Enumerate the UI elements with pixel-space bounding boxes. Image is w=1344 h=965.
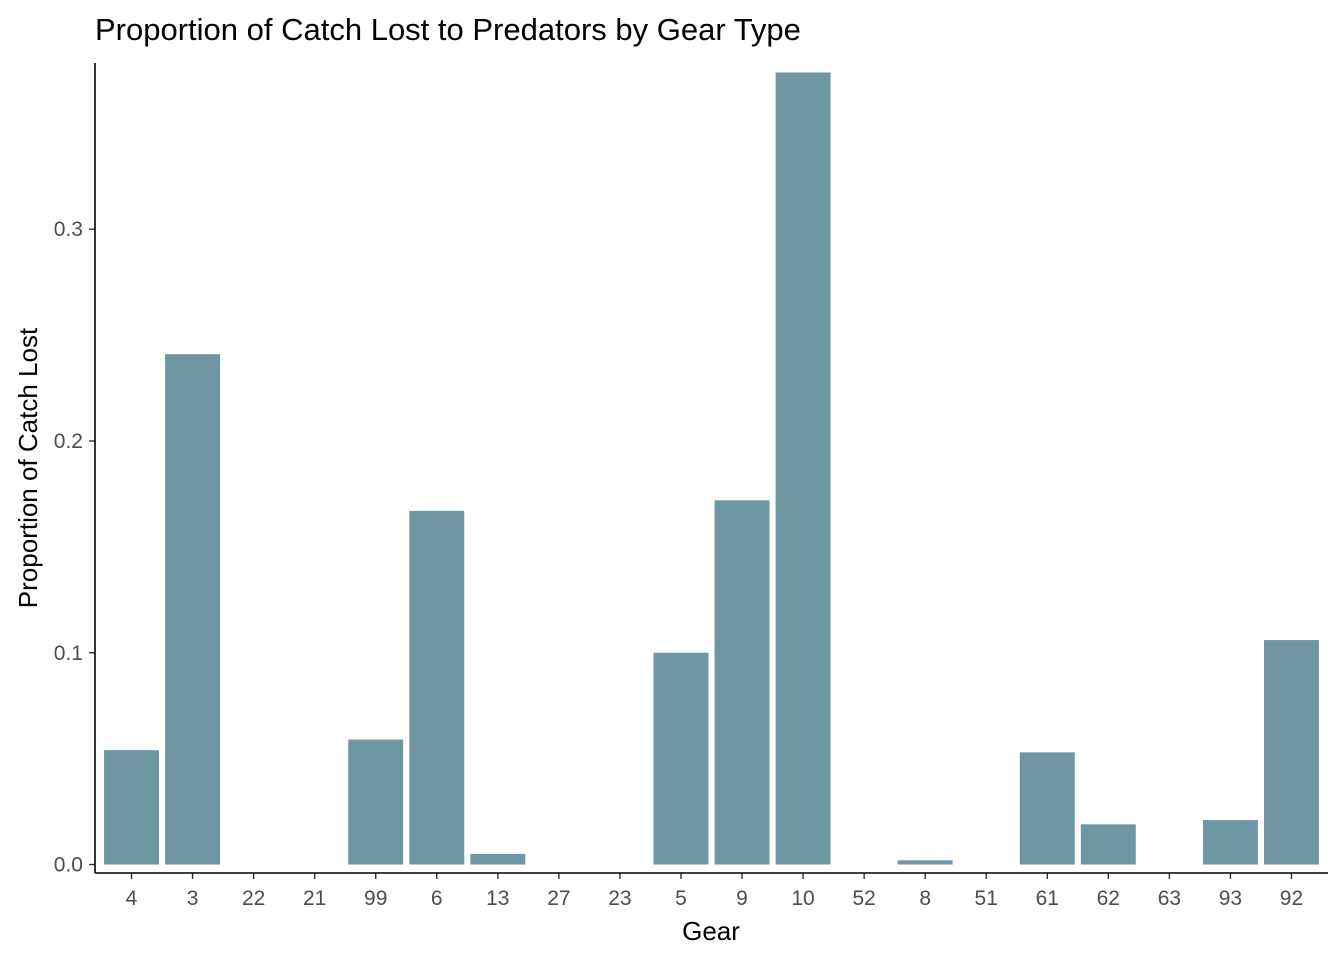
x-axis-ticks: 4 3 22 21 99 6 13 27 23 5 9 10 52 8 51 61 62 63 93 92 bbox=[126, 873, 1303, 910]
y-axis-title: Proportion of Catch Lost bbox=[13, 327, 43, 608]
bar-93 bbox=[1202, 820, 1258, 865]
bar-8 bbox=[897, 860, 953, 865]
bar-3 bbox=[165, 354, 221, 865]
x-tick-label: 4 bbox=[126, 887, 138, 910]
bar-9 bbox=[714, 500, 770, 865]
bar-10 bbox=[775, 72, 831, 865]
x-tick-label: 92 bbox=[1280, 887, 1303, 910]
x-tick-label: 27 bbox=[547, 887, 570, 910]
x-tick-label: 8 bbox=[919, 887, 931, 910]
bar-13 bbox=[470, 853, 526, 865]
x-tick-label: 3 bbox=[187, 887, 199, 910]
x-tick-label: 62 bbox=[1097, 887, 1120, 910]
y-axis-ticks: 0.0 0.1 0.2 0.3 bbox=[54, 218, 95, 877]
x-tick-label: 93 bbox=[1219, 887, 1242, 910]
y-tick-label: 0.1 bbox=[54, 642, 83, 665]
bar-99 bbox=[348, 739, 404, 865]
bar-6 bbox=[409, 510, 465, 865]
x-tick-label: 51 bbox=[975, 887, 998, 910]
x-tick-label: 23 bbox=[608, 887, 631, 910]
x-tick-label: 5 bbox=[675, 887, 687, 910]
x-tick-label: 63 bbox=[1158, 887, 1181, 910]
y-tick-label: 0.0 bbox=[54, 854, 83, 877]
y-tick-label: 0.3 bbox=[54, 218, 83, 241]
x-tick-label: 13 bbox=[486, 887, 509, 910]
bar-4 bbox=[104, 750, 159, 865]
bar-92 bbox=[1264, 640, 1319, 865]
bar-61 bbox=[1019, 752, 1075, 865]
bar-62 bbox=[1080, 824, 1136, 865]
x-tick-label: 10 bbox=[791, 887, 814, 910]
y-tick-label: 0.2 bbox=[54, 430, 83, 453]
bars-layer bbox=[104, 72, 1319, 865]
x-axis-title: Gear bbox=[682, 916, 740, 946]
bar-5 bbox=[653, 652, 709, 865]
x-tick-label: 99 bbox=[364, 887, 387, 910]
chart-title: Proportion of Catch Lost to Predators by… bbox=[95, 12, 801, 47]
x-tick-label: 9 bbox=[736, 887, 748, 910]
x-tick-label: 61 bbox=[1036, 887, 1059, 910]
x-tick-label: 22 bbox=[242, 887, 265, 910]
x-tick-label: 6 bbox=[431, 887, 443, 910]
x-tick-label: 21 bbox=[303, 887, 326, 910]
x-tick-label: 52 bbox=[852, 887, 875, 910]
